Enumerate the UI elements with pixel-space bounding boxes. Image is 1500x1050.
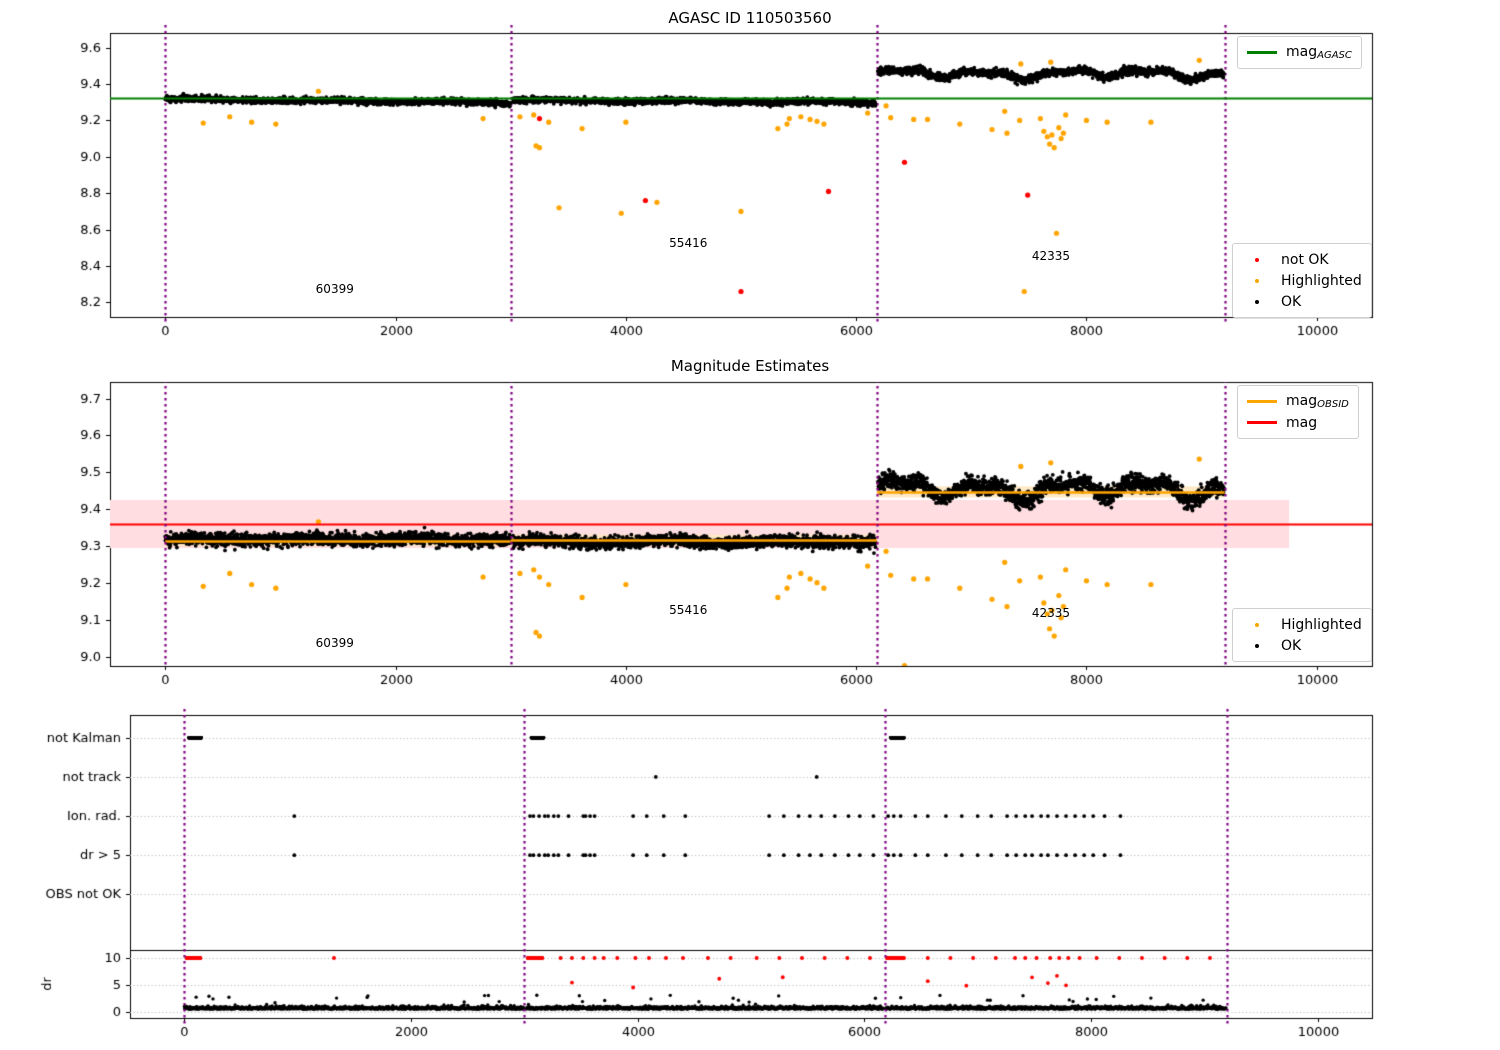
obsid-label: 42335: [1031, 248, 1071, 263]
legend-label-subscript: OBSID: [1317, 399, 1349, 410]
legend-dot-swatch: [1242, 622, 1272, 627]
legend-entry: Highlighted: [1242, 614, 1362, 635]
panel2-legend-lines: magOBSID mag: [1237, 385, 1359, 439]
obsid-label: 55416: [669, 602, 708, 617]
legend-dot-swatch: [1242, 257, 1272, 262]
legend-dot-swatch: [1242, 299, 1272, 304]
figure-title: AGASC ID 110503560: [668, 9, 832, 27]
legend-label: magAGASC: [1286, 44, 1352, 61]
legend-label-subscript: AGASC: [1317, 50, 1352, 61]
legend-entry: OK: [1242, 291, 1362, 312]
panel2-legend-markers: Highlighted OK: [1232, 608, 1372, 662]
legend-label: mag: [1286, 414, 1318, 431]
obsid-label: 55416: [669, 236, 708, 251]
legend-entry: magAGASC: [1247, 42, 1352, 63]
legend-entry: magOBSID: [1247, 391, 1349, 412]
obsid-label: 60399: [315, 281, 354, 296]
legend-line-swatch: [1247, 421, 1277, 424]
legend-label: not OK: [1281, 251, 1329, 268]
legend-dot-swatch: [1242, 643, 1272, 648]
panel2-title: Magnitude Estimates: [670, 357, 830, 375]
legend-line-swatch: [1247, 51, 1277, 54]
legend-label: Highlighted: [1281, 272, 1362, 289]
legend-entry: mag: [1247, 412, 1349, 433]
legend-line-swatch: [1247, 400, 1277, 403]
legend-label: Highlighted: [1281, 616, 1362, 633]
legend-entry: not OK: [1242, 249, 1362, 270]
legend-entry: Highlighted: [1242, 270, 1362, 291]
panel1-legend-magagasc: magAGASC: [1237, 36, 1362, 69]
legend-dot-swatch: [1242, 278, 1272, 283]
obsid-label: 42335: [1031, 606, 1071, 621]
obsid-label: 60399: [315, 635, 354, 650]
panel1-legend-markers: not OK Highlighted OK: [1232, 243, 1372, 318]
legend-label: OK: [1281, 637, 1302, 654]
legend-label: magOBSID: [1286, 393, 1349, 410]
legend-entry: OK: [1242, 635, 1362, 656]
legend-label: OK: [1281, 293, 1302, 310]
